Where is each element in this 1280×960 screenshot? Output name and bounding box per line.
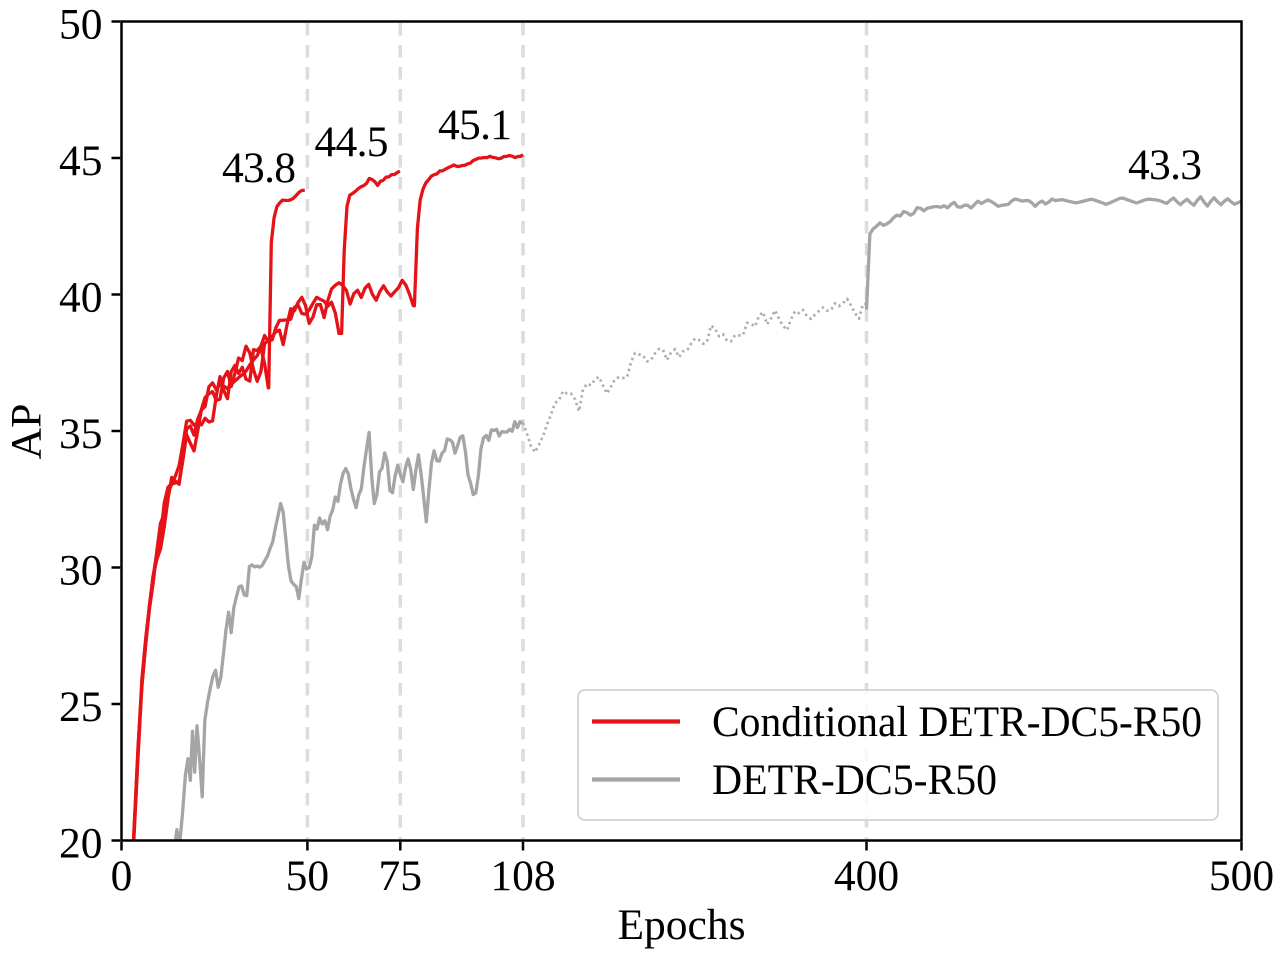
svg-text:25: 25 bbox=[59, 683, 103, 731]
svg-text:AP: AP bbox=[3, 404, 51, 460]
svg-text:35: 35 bbox=[59, 410, 103, 458]
svg-text:50: 50 bbox=[59, 1, 103, 49]
svg-text:0: 0 bbox=[111, 852, 133, 900]
svg-text:43.3: 43.3 bbox=[1128, 141, 1202, 189]
svg-text:45: 45 bbox=[59, 137, 103, 185]
svg-text:43.8: 43.8 bbox=[222, 144, 296, 192]
svg-text:DETR-DC5-R50: DETR-DC5-R50 bbox=[712, 756, 997, 804]
svg-text:45.1: 45.1 bbox=[438, 101, 512, 149]
svg-text:108: 108 bbox=[490, 852, 555, 900]
svg-text:500: 500 bbox=[1209, 852, 1274, 900]
svg-text:Epochs: Epochs bbox=[617, 901, 745, 949]
svg-text:44.5: 44.5 bbox=[315, 118, 389, 166]
svg-text:400: 400 bbox=[834, 852, 899, 900]
svg-text:30: 30 bbox=[59, 547, 103, 595]
svg-text:40: 40 bbox=[59, 274, 103, 322]
svg-text:20: 20 bbox=[59, 820, 103, 868]
svg-text:75: 75 bbox=[379, 852, 423, 900]
svg-text:Conditional DETR-DC5-R50: Conditional DETR-DC5-R50 bbox=[712, 698, 1202, 746]
svg-text:50: 50 bbox=[286, 852, 330, 900]
